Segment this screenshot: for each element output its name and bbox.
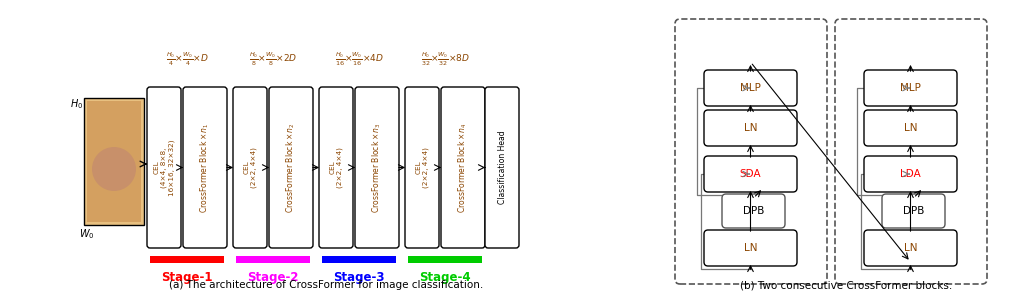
Circle shape xyxy=(92,147,136,191)
FancyBboxPatch shape xyxy=(864,70,957,106)
FancyBboxPatch shape xyxy=(269,87,313,248)
Text: DPB: DPB xyxy=(903,206,924,216)
Text: MLP: MLP xyxy=(740,83,761,93)
Text: DPB: DPB xyxy=(743,206,764,216)
Text: CEL
(2×2, 4×4): CEL (2×2, 4×4) xyxy=(243,147,256,188)
Bar xyxy=(408,256,482,263)
Text: CrossFormer Block ×$n_4$: CrossFormer Block ×$n_4$ xyxy=(456,122,470,213)
Text: Stage-2: Stage-2 xyxy=(247,271,299,284)
FancyBboxPatch shape xyxy=(84,98,144,225)
Text: $\frac{H_0}{8}$$\times$$\frac{W_0}{8}$$\times 2D$: $\frac{H_0}{8}$$\times$$\frac{W_0}{8}$$\… xyxy=(249,50,297,68)
Text: $H_0$: $H_0$ xyxy=(70,97,84,111)
FancyBboxPatch shape xyxy=(864,156,957,192)
Text: Classification Head: Classification Head xyxy=(497,131,506,204)
FancyBboxPatch shape xyxy=(441,87,485,248)
FancyBboxPatch shape xyxy=(864,110,957,146)
Text: $\frac{H_0}{4}$$\times$$\frac{W_0}{4}$$\times D$: $\frac{H_0}{4}$$\times$$\frac{W_0}{4}$$\… xyxy=(165,50,208,68)
FancyBboxPatch shape xyxy=(319,87,353,248)
Bar xyxy=(236,256,310,263)
FancyBboxPatch shape xyxy=(183,87,227,248)
Text: $W_0$: $W_0$ xyxy=(80,227,95,241)
FancyBboxPatch shape xyxy=(704,70,797,106)
Text: LN: LN xyxy=(743,243,758,253)
FancyBboxPatch shape xyxy=(864,230,957,266)
FancyBboxPatch shape xyxy=(722,194,785,228)
Text: CEL
(2×2, 4×4): CEL (2×2, 4×4) xyxy=(329,147,343,188)
Text: Stage-4: Stage-4 xyxy=(420,271,471,284)
FancyBboxPatch shape xyxy=(147,87,181,248)
Bar xyxy=(87,101,141,222)
FancyBboxPatch shape xyxy=(704,110,797,146)
Text: Stage-1: Stage-1 xyxy=(161,271,212,284)
Text: LN: LN xyxy=(904,243,917,253)
FancyBboxPatch shape xyxy=(405,87,439,248)
Text: LN: LN xyxy=(743,123,758,133)
FancyBboxPatch shape xyxy=(233,87,268,248)
Text: CEL
(2×2, 4×4): CEL (2×2, 4×4) xyxy=(416,147,429,188)
Text: LN: LN xyxy=(904,123,917,133)
Text: Stage-3: Stage-3 xyxy=(333,271,385,284)
FancyBboxPatch shape xyxy=(355,87,399,248)
Text: CEL
(4×4, 8×8,
16×16, 32×32): CEL (4×4, 8×8, 16×16, 32×32) xyxy=(153,139,175,196)
Text: SDA: SDA xyxy=(739,169,762,179)
Bar xyxy=(322,256,396,263)
Text: CrossFormer Block ×$n_1$: CrossFormer Block ×$n_1$ xyxy=(199,122,211,213)
Text: (a) The architecture of CrossFormer for image classification.: (a) The architecture of CrossFormer for … xyxy=(168,280,483,290)
Text: CrossFormer Block ×$n_2$: CrossFormer Block ×$n_2$ xyxy=(285,122,297,213)
FancyBboxPatch shape xyxy=(485,87,519,248)
FancyBboxPatch shape xyxy=(704,230,797,266)
FancyBboxPatch shape xyxy=(704,156,797,192)
Text: MLP: MLP xyxy=(901,83,921,93)
Text: $\frac{H_0}{16}$$\times$$\frac{W_0}{16}$$\times 4D$: $\frac{H_0}{16}$$\times$$\frac{W_0}{16}$… xyxy=(335,50,384,68)
Text: CrossFormer Block ×$n_3$: CrossFormer Block ×$n_3$ xyxy=(371,122,383,213)
Text: LDA: LDA xyxy=(901,169,921,179)
FancyBboxPatch shape xyxy=(882,194,945,228)
Text: (b) Two consecutive CrossFormer blocks.: (b) Two consecutive CrossFormer blocks. xyxy=(740,280,953,290)
Bar xyxy=(150,256,224,263)
Text: $\frac{H_0}{32}$$\times$$\frac{W_0}{32}$$\times 8D$: $\frac{H_0}{32}$$\times$$\frac{W_0}{32}$… xyxy=(421,50,470,68)
